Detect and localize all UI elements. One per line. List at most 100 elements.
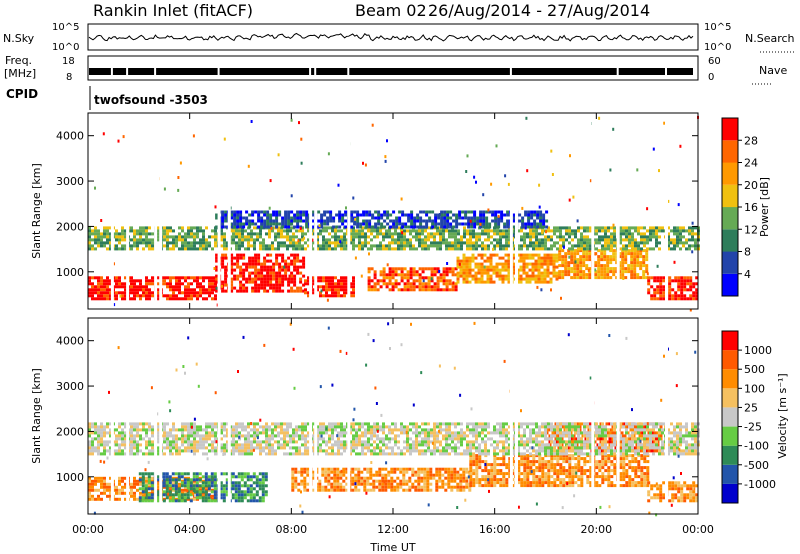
power-cell [265,247,268,251]
power-cell [296,222,300,226]
power-cell [636,255,640,259]
velocity-cell [118,482,121,486]
power-cell [184,244,187,248]
velocity-cell [91,497,94,501]
power-cell [287,289,291,293]
power-cell [403,235,406,239]
velocity-cell [321,470,325,474]
power-cell [205,244,208,248]
velocity-cell [306,473,310,477]
power-cell [526,244,529,248]
power-cell [636,273,640,277]
power-cell [550,244,553,248]
power-cell [334,238,337,242]
power-cell [236,222,240,226]
velocity-cell [393,485,397,489]
power-cell [567,270,571,274]
power-cell [621,264,625,268]
power-cell [235,229,238,233]
power-cell [506,210,510,214]
power-cell [421,244,424,248]
power-cell [266,219,270,223]
velocity-cell [136,497,139,501]
power-cell [409,247,412,251]
power-cell [643,235,646,239]
power-cell [526,169,529,173]
velocity-cell [487,463,491,467]
power-cell [91,247,94,251]
power-cell [434,213,438,217]
power-cell [266,213,270,217]
power-cell [215,286,218,290]
velocity-cell [619,472,623,476]
power-cell [94,288,97,292]
power-cell [442,279,446,283]
power-cell [527,222,531,226]
velocity-cell [240,496,244,500]
power-cell [163,276,166,280]
power-cell [561,255,565,259]
power-cell [674,276,678,280]
power-cell [634,241,637,245]
power-cell [439,241,442,245]
velocity-cell [261,475,265,479]
power-cell [488,222,492,226]
velocity-cell [225,487,229,491]
power-cell [281,219,285,223]
power-cell [371,213,375,217]
power-cell [145,294,148,298]
power-cell [445,285,449,289]
velocity-cell [420,476,424,480]
power-cell [334,285,337,289]
power-cell [230,268,234,272]
velocity-cell [459,479,463,483]
power-cell [272,274,276,278]
velocity-cell [138,496,142,500]
power-cell [296,289,300,293]
power-cell [242,253,246,257]
power-cell [541,231,544,234]
power-cell [103,279,106,283]
power-cell [588,267,592,271]
velocity-cell [192,478,196,482]
power-cell [692,294,696,298]
power-cell [550,238,553,242]
power-cell [230,286,234,290]
power-cell [187,276,190,280]
velocity-cell [189,478,193,482]
power-cell [244,235,247,239]
power-cell [621,270,625,274]
velocity-cell [291,467,295,471]
velocity-cell [171,472,175,476]
power-cell [236,216,240,220]
velocity-cell [144,484,148,488]
power-cell [296,286,300,290]
power-cell [610,238,613,242]
velocity-cell [234,490,238,494]
power-cell [401,210,405,214]
velocity-cell [195,472,199,476]
power-cell [628,226,631,230]
power-cell [667,232,670,236]
velocity-cell [571,472,575,476]
velocity-cell [551,431,555,435]
power-cell [196,297,199,301]
power-cell [166,229,169,233]
power-cell [555,256,559,260]
power-cell [451,273,455,277]
power-cell [248,259,252,263]
velocity-cell [608,437,612,441]
velocity-cell [133,482,136,486]
power-cell [106,285,109,289]
power-cell [266,271,270,275]
velocity-cell [523,454,527,458]
power-cell [100,291,103,295]
power-cell [496,238,499,242]
velocity-cell [619,457,623,461]
power-cell [88,232,91,236]
velocity-cell [628,478,632,482]
velocity-cell [141,475,145,479]
velocity-cell [237,484,241,488]
power-cell [403,229,406,233]
velocity-cell [327,488,331,492]
